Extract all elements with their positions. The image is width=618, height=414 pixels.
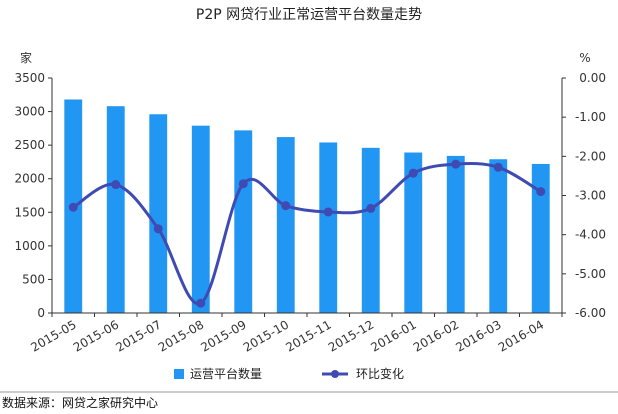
right-tick-label: -4.00 — [575, 228, 606, 242]
right-tick-label: -2.00 — [575, 149, 606, 163]
x-tick-label: 2015-07 — [113, 317, 163, 354]
line-point — [408, 168, 418, 178]
x-tick-label: 2016-04 — [496, 317, 546, 354]
x-tick-label: 2015-10 — [241, 317, 291, 354]
x-tick-label: 2015-11 — [283, 317, 333, 354]
line-series — [68, 159, 546, 308]
line-path — [72, 162, 542, 306]
right-tick-label: -3.00 — [575, 189, 606, 203]
x-tick-label: 2015-05 — [28, 317, 78, 354]
bar — [361, 147, 380, 313]
left-tick-label: 2500 — [14, 138, 45, 152]
left-tick-label: 1500 — [14, 205, 45, 219]
line-point — [238, 179, 248, 189]
line-point — [493, 162, 503, 172]
x-tick-label: 2015-09 — [198, 317, 248, 354]
left-tick-label: 2000 — [14, 172, 45, 186]
legend-swatch-line-marker — [331, 370, 339, 378]
bar — [531, 163, 550, 313]
bar — [319, 142, 338, 313]
left-axis-unit: 家 — [20, 50, 32, 65]
left-tick-label: 3500 — [14, 71, 45, 85]
left-tick-label: 3000 — [14, 105, 45, 119]
line-point — [323, 207, 333, 217]
bar-series — [64, 99, 550, 314]
x-tick-label: 2016-03 — [453, 317, 503, 354]
line-point — [536, 187, 546, 197]
legend-label-bars: 运营平台数量 — [190, 366, 262, 381]
x-tick-label: 2015-12 — [326, 317, 376, 354]
line-point — [366, 203, 376, 213]
legend-label-line: 环比变化 — [356, 366, 404, 381]
line-point — [451, 159, 461, 169]
bar — [446, 155, 465, 313]
bar — [149, 114, 168, 313]
line-point — [196, 298, 206, 308]
right-tick-label: 0.00 — [579, 71, 606, 85]
x-tick-label: 2015-06 — [71, 317, 121, 354]
right-tick-label: -1.00 — [575, 110, 606, 124]
bar — [234, 130, 253, 313]
legend: 运营平台数量 环比变化 — [174, 366, 404, 381]
bar — [106, 106, 125, 313]
right-axis-unit: % — [579, 51, 590, 65]
left-tick-label: 0 — [37, 306, 45, 320]
axes: 0 500 1000 1500 2000 2500 3000 3500 -6.00 -5.00 -4… — [14, 71, 606, 355]
right-tick-label: -6.00 — [575, 306, 606, 320]
bar — [489, 159, 508, 313]
source-note: 数据来源：网贷之家研究中心 — [2, 395, 158, 410]
line-point — [153, 224, 163, 234]
line-point — [68, 202, 78, 212]
x-tick-label: 2016-02 — [411, 317, 461, 354]
bar — [191, 125, 210, 314]
line-point — [111, 180, 121, 190]
left-tick-label: 500 — [22, 272, 45, 286]
bar — [404, 152, 423, 313]
bar — [276, 137, 295, 313]
x-tick-label: 2015-08 — [156, 317, 206, 354]
x-tick-label: 2016-01 — [368, 317, 418, 354]
line-point — [281, 201, 291, 211]
legend-swatch-bars — [174, 369, 184, 379]
left-tick-label: 1000 — [14, 239, 45, 253]
right-tick-label: -5.00 — [575, 267, 606, 281]
chart-title: P2P 网贷行业正常运营平台数量走势 — [196, 7, 422, 23]
